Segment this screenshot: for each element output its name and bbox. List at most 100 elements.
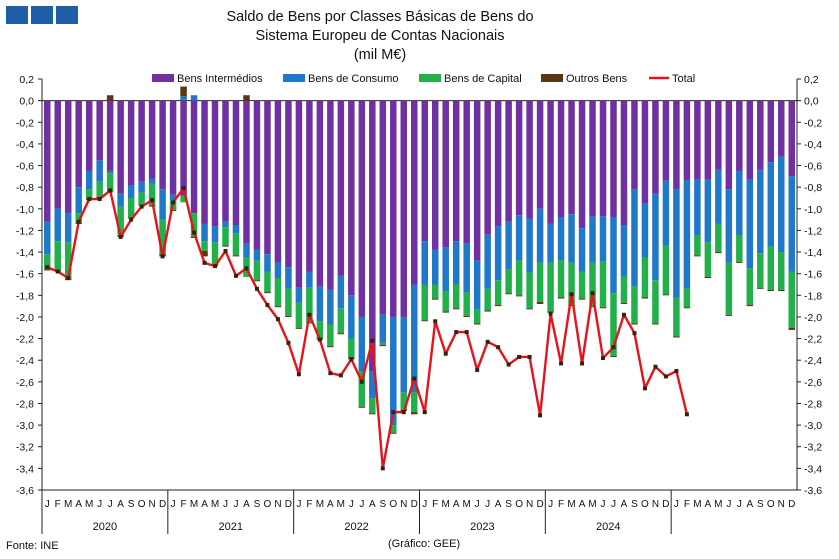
y-tick-label-right: -3,2 (804, 442, 822, 454)
y-tick-label-right: -2,8 (804, 398, 822, 410)
bar-bens-consumo (725, 189, 733, 263)
y-tick-label-right: -3,4 (804, 463, 822, 475)
bar-bens-consumo (96, 160, 103, 182)
x-month-label: F (558, 499, 564, 510)
y-tick-label-right: -2,4 (804, 355, 822, 367)
total-point (653, 364, 658, 369)
bar-outros-bens (390, 432, 397, 434)
x-month-label: O (515, 499, 523, 510)
x-month-label: A (75, 499, 82, 510)
x-month-label: A (453, 499, 460, 510)
bar-bens-capital (715, 223, 722, 253)
bar-bens-capital (306, 287, 313, 323)
bar-bens-capital (75, 213, 82, 223)
bar-bens-intermedios (295, 100, 303, 288)
y-tick-label-right: 0,2 (804, 74, 819, 86)
bar-outros-bens (725, 314, 733, 316)
bar-bens-consumo (767, 162, 775, 247)
bar-bens-capital (641, 257, 649, 298)
total-point (97, 197, 102, 202)
x-month-label: D (285, 499, 292, 510)
y-tick-label-left: -3,2 (16, 442, 34, 454)
x-month-label: D (662, 499, 669, 510)
total-point (76, 219, 81, 224)
total-point (181, 186, 186, 191)
total-point (370, 338, 375, 343)
x-month-label: M (588, 499, 596, 510)
x-month-label: M (190, 499, 198, 510)
bar-outros-bens (43, 269, 51, 271)
bar-bens-consumo (222, 221, 229, 228)
bar-outros-bens (484, 310, 491, 312)
y-tick-label-left: -0,6 (16, 161, 34, 173)
y-tick-label-right: -1,0 (804, 204, 822, 216)
x-month-label: N (652, 499, 659, 510)
y-tick-label-left: -3,0 (16, 420, 34, 432)
bar-bens-consumo (431, 249, 439, 285)
bar-outros-bens (694, 255, 701, 257)
bar-bens-capital (180, 195, 187, 203)
bar-outros-bens (715, 252, 722, 254)
total-point (674, 369, 679, 374)
bar-bens-intermedios (757, 100, 764, 170)
total-point (192, 230, 197, 235)
x-month-label: N (148, 499, 155, 510)
bar-bens-consumo (138, 181, 145, 193)
bar-bens-consumo (421, 241, 428, 285)
total-point (108, 188, 113, 193)
bar-outros-bens (652, 323, 659, 325)
bar-bens-capital (64, 242, 72, 280)
x-month-label: J (45, 499, 50, 510)
y-tick-label-left: -1,2 (16, 225, 34, 237)
bar-bens-consumo (715, 169, 722, 224)
bar-bens-consumo (484, 234, 491, 289)
bar-bens-capital (473, 309, 481, 324)
x-month-label: J (475, 499, 480, 510)
bar-outros-bens (578, 298, 586, 300)
bar-outros-bens (190, 236, 198, 238)
bar-bens-capital (526, 272, 533, 309)
bar-bens-capital (348, 338, 355, 359)
bar-bens-capital (431, 284, 439, 299)
x-month-label: J (233, 499, 238, 510)
bar-bens-intermedios (452, 100, 460, 242)
bar-bens-capital (316, 321, 324, 339)
x-month-label: D (788, 499, 795, 510)
bar-bens-intermedios (327, 100, 334, 290)
total-point (401, 410, 406, 415)
y-tick-label-left: -1,0 (16, 204, 34, 216)
x-month-label: A (621, 499, 628, 510)
total-point (684, 412, 689, 417)
bar-outros-bens (767, 289, 775, 291)
x-month-label: M (567, 499, 575, 510)
bar-bens-capital (117, 206, 124, 236)
x-month-label: M (714, 499, 722, 510)
bar-bens-capital (505, 269, 512, 294)
bar-bens-capital (201, 241, 208, 251)
total-point (296, 372, 301, 377)
bar-bens-consumo (127, 184, 135, 198)
y-tick-label-right: -2,0 (804, 312, 822, 324)
bar-bens-consumo (316, 286, 324, 322)
x-month-label: F (306, 499, 312, 510)
bar-bens-intermedios (306, 100, 313, 272)
x-month-label: M (64, 499, 72, 510)
bar-bens-capital (452, 284, 460, 309)
bars (43, 86, 796, 434)
bar-bens-intermedios (557, 100, 565, 218)
bar-bens-intermedios (421, 100, 428, 242)
x-month-label: M (85, 499, 93, 510)
bar-bens-consumo (557, 217, 565, 261)
bar-bens-intermedios (138, 100, 145, 182)
total-point (663, 374, 668, 379)
bar-bens-intermedios (64, 100, 72, 214)
legend-bens-intermedios-swatch (152, 74, 174, 82)
y-tick-label-right: -0,6 (804, 161, 822, 173)
bar-bens-intermedios (484, 100, 491, 235)
total-point (559, 361, 564, 366)
bar-bens-consumo (369, 371, 376, 399)
x-month-label: O (389, 499, 397, 510)
y-tick-label-right: -0,8 (804, 182, 822, 194)
bar-bens-intermedios (43, 100, 51, 222)
x-month-label: M (211, 499, 219, 510)
